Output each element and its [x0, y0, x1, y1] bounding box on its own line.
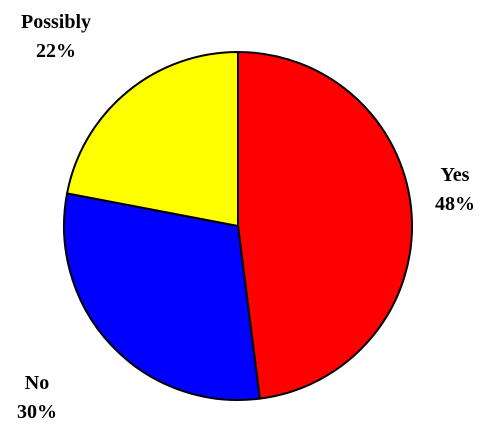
slice-label-possibly-value: 22% — [36, 40, 76, 62]
slice-label-yes-name: Yes — [440, 164, 470, 186]
pie-slice-no — [62, 192, 261, 402]
slice-label-no-value: 30% — [17, 401, 57, 423]
slice-label-possibly: Possibly 22% — [0, 8, 112, 66]
slice-label-possibly-name: Possibly — [20, 11, 92, 33]
slice-label-yes: Yes 48% — [420, 161, 490, 219]
pie-slice-possibly — [66, 51, 239, 227]
slice-label-no-name: No — [24, 372, 50, 394]
slice-label-yes-value: 48% — [435, 193, 475, 215]
pie-slice-yes — [237, 51, 414, 400]
slice-label-no: No 30% — [2, 369, 72, 427]
